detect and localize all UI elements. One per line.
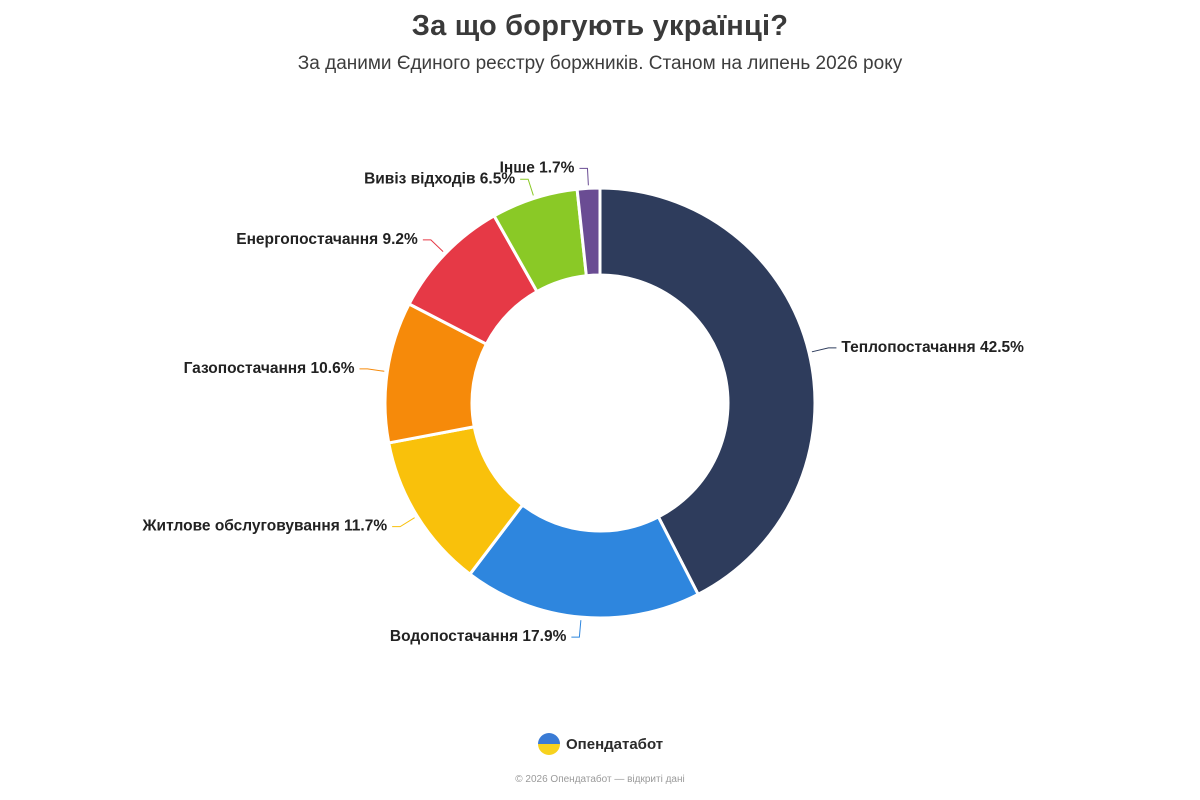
label-leader-lines (359, 167, 837, 638)
slice-label-3: Житлове обслуговування 11.7% (142, 518, 388, 535)
leader-line-4 (359, 368, 385, 372)
slice-label-4: Газопостачання 10.6% (184, 360, 355, 377)
slice-labels: Теплопостачання 42.5% Водопостачання 17.9… (142, 159, 1025, 645)
slice-1[interactable] (598, 186, 817, 596)
leader-line-3 (392, 517, 415, 528)
logo-text: Опендатабот (566, 735, 664, 753)
donut-slices (383, 186, 817, 620)
slice-label-2: Водопостачання 17.9% (390, 628, 567, 645)
leader-line-7 (579, 167, 589, 186)
opendatabot-logo-icon (538, 733, 560, 755)
chart-subtitle: За даними Єдиного реєстру боржників. Ста… (297, 53, 903, 74)
slice-label-5: Енергопостачання 9.2% (236, 231, 418, 248)
leader-line-2 (571, 620, 582, 638)
footer-copyright: © 2026 Опендатабот — відкриті дані (515, 774, 685, 785)
leader-line-5 (422, 239, 444, 253)
leader-line-6 (520, 178, 534, 196)
slice-7[interactable] (575, 186, 602, 278)
slice-label-6: Вивіз відходів 6.5% (364, 170, 515, 187)
leader-line-1 (811, 347, 837, 353)
slice-label-1: Теплопостачання 42.5% (841, 339, 1024, 356)
opendatabot-logo[interactable]: Опендатабот (538, 731, 663, 757)
chart-title: За що боргують українці? (411, 10, 789, 42)
slice-label-7: Інше 1.7% (500, 159, 575, 176)
